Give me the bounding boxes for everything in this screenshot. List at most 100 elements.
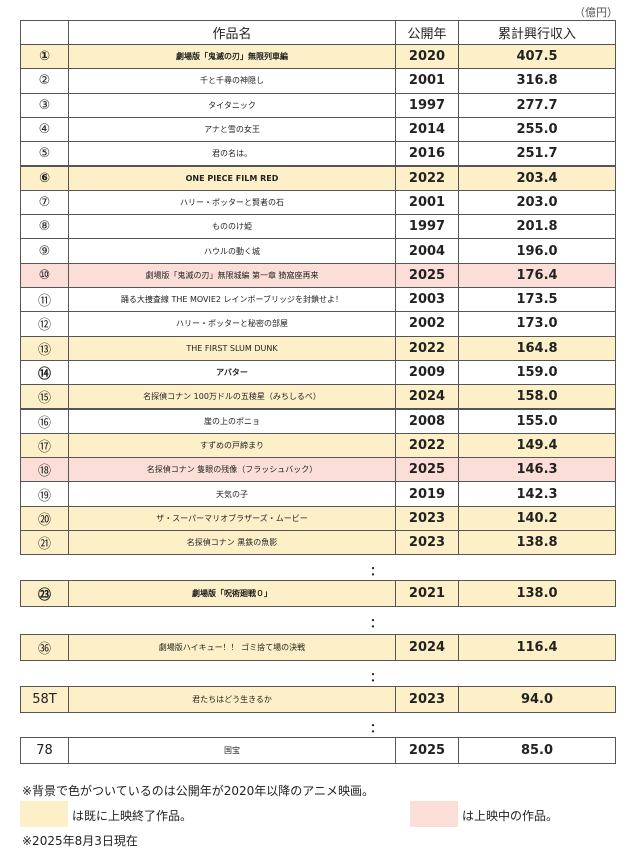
revenue-cell: 116.4 bbox=[458, 634, 616, 661]
header-cell: 作品名 bbox=[68, 20, 396, 45]
title-cell: 崖の上のポニョ bbox=[68, 408, 396, 434]
revenue-cell: 203.0 bbox=[458, 189, 616, 216]
title-cell: 千と千尋の神隠し bbox=[68, 68, 396, 94]
year-cell: 1997 bbox=[395, 92, 459, 118]
rank-cell: ⑤ bbox=[20, 141, 69, 167]
unit-label: （億円） bbox=[574, 6, 618, 19]
title-cell: 劇場版ハイキュー！！ ゴミ捨て場の決戦 bbox=[68, 634, 396, 661]
title-cell: アナと雪の女王 bbox=[68, 116, 396, 143]
rank-cell: ⑭ bbox=[20, 359, 69, 386]
year-cell: 1997 bbox=[395, 214, 459, 240]
rank-cell: ㉑ bbox=[20, 530, 69, 556]
revenue-cell: 251.7 bbox=[458, 141, 616, 167]
year-cell: 2014 bbox=[395, 116, 459, 143]
rank-cell: ④ bbox=[20, 116, 69, 143]
rank-cell: ⑫ bbox=[20, 311, 69, 337]
revenue-cell: 85.0 bbox=[458, 737, 616, 764]
revenue-cell: 201.8 bbox=[458, 214, 616, 240]
note: ※背景で色がついているのは公開年が2020年以降のアニメ映画。 bbox=[22, 784, 374, 798]
title-cell: タイタニック bbox=[68, 92, 396, 118]
title-cell: THE FIRST SLUM DUNK bbox=[68, 335, 396, 361]
revenue-cell: 203.4 bbox=[458, 165, 616, 191]
year-cell: 2025 bbox=[395, 737, 459, 764]
separator: ： bbox=[370, 721, 383, 735]
revenue-cell: 158.0 bbox=[458, 384, 616, 410]
separator: ： bbox=[370, 616, 383, 630]
legend-text: は上映中の作品。 bbox=[462, 809, 559, 823]
year-cell: 2003 bbox=[395, 287, 459, 313]
title-cell: ハウルの動く城 bbox=[68, 238, 396, 264]
revenue-cell: 255.0 bbox=[458, 116, 616, 143]
title-cell: 国宝 bbox=[68, 737, 396, 764]
revenue-cell: 138.0 bbox=[458, 580, 616, 607]
rank-cell: ⑥ bbox=[20, 165, 69, 191]
rank-cell: ⑱ bbox=[20, 457, 69, 483]
title-cell: 踊る大捜査線 THE MOVIE2 レインボーブリッジを封鎖せよ！ bbox=[68, 287, 396, 313]
year-cell: 2023 bbox=[395, 686, 459, 713]
year-cell: 2023 bbox=[395, 505, 459, 531]
revenue-cell: 407.5 bbox=[458, 44, 616, 70]
year-cell: 2025 bbox=[395, 457, 459, 483]
year-cell: 2022 bbox=[395, 432, 459, 459]
title-cell: 劇場版「鬼滅の刃」無限城編 第一章 猗窩座再来 bbox=[68, 262, 396, 288]
header-cell bbox=[20, 20, 69, 45]
rank-cell: ⑨ bbox=[20, 238, 69, 264]
rank-cell: ㊱ bbox=[20, 634, 69, 661]
year-cell: 2001 bbox=[395, 68, 459, 94]
year-cell: 2001 bbox=[395, 189, 459, 216]
title-cell: アバター bbox=[68, 359, 396, 386]
year-cell: 2004 bbox=[395, 238, 459, 264]
year-cell: 2016 bbox=[395, 141, 459, 167]
revenue-cell: 94.0 bbox=[458, 686, 616, 713]
rank-cell: ⑬ bbox=[20, 335, 69, 361]
title-cell: ザ・スーパーマリオブラザーズ・ムービー bbox=[68, 505, 396, 531]
title-cell: 名探偵コナン 黒鉄の魚影 bbox=[68, 530, 396, 556]
year-cell: 2021 bbox=[395, 580, 459, 607]
revenue-cell: 140.2 bbox=[458, 505, 616, 531]
rank-cell: ⑮ bbox=[20, 384, 69, 410]
title-cell: ONE PIECE FILM RED bbox=[68, 165, 396, 191]
title-cell: 君たちはどう生きるか bbox=[68, 686, 396, 713]
title-cell: 名探偵コナン 隻眼の残像（フラッシュバック） bbox=[68, 457, 396, 483]
rank-cell: ㉓ bbox=[20, 580, 69, 607]
rank-cell: ⑪ bbox=[20, 287, 69, 313]
rank-cell: ⑯ bbox=[20, 408, 69, 434]
year-cell: 2024 bbox=[395, 634, 459, 661]
rank-cell: ⑦ bbox=[20, 189, 69, 216]
header-cell: 公開年 bbox=[395, 20, 459, 45]
year-cell: 2020 bbox=[395, 44, 459, 70]
revenue-cell: 149.4 bbox=[458, 432, 616, 459]
rank-cell: ⑩ bbox=[20, 262, 69, 288]
rank-cell: ⑰ bbox=[20, 432, 69, 459]
year-cell: 2023 bbox=[395, 530, 459, 556]
revenue-cell: 196.0 bbox=[458, 238, 616, 264]
footnote: ※2025年8月3日現在 bbox=[22, 834, 138, 848]
revenue-cell: 155.0 bbox=[458, 408, 616, 434]
title-cell: ハリー・ポッターと秘密の部屋 bbox=[68, 311, 396, 337]
rank-cell: 58T bbox=[20, 686, 69, 713]
header-cell: 累計興行収入 bbox=[458, 20, 616, 45]
title-cell: 天気の子 bbox=[68, 481, 396, 507]
revenue-cell: 277.7 bbox=[458, 92, 616, 118]
year-cell: 2019 bbox=[395, 481, 459, 507]
revenue-cell: 316.8 bbox=[458, 68, 616, 94]
revenue-cell: 173.5 bbox=[458, 287, 616, 313]
rank-cell: 78 bbox=[20, 737, 69, 764]
title-cell: 名探偵コナン 100万ドルの五稜星（みちしるべ） bbox=[68, 384, 396, 410]
revenue-cell: 142.3 bbox=[458, 481, 616, 507]
separator: ： bbox=[370, 670, 383, 684]
year-cell: 2024 bbox=[395, 384, 459, 410]
year-cell: 2009 bbox=[395, 359, 459, 386]
rank-cell: ⑧ bbox=[20, 214, 69, 240]
year-cell: 2002 bbox=[395, 311, 459, 337]
revenue-cell: 173.0 bbox=[458, 311, 616, 337]
year-cell: 2008 bbox=[395, 408, 459, 434]
rank-cell: ③ bbox=[20, 92, 69, 118]
year-cell: 2022 bbox=[395, 165, 459, 191]
revenue-cell: 159.0 bbox=[458, 359, 616, 386]
title-cell: 君の名は。 bbox=[68, 141, 396, 167]
rank-cell: ⑲ bbox=[20, 481, 69, 507]
title-cell: 劇場版「鬼滅の刃」無限列車編 bbox=[68, 44, 396, 70]
year-cell: 2025 bbox=[395, 262, 459, 288]
